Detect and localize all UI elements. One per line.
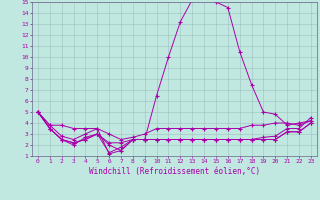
- X-axis label: Windchill (Refroidissement éolien,°C): Windchill (Refroidissement éolien,°C): [89, 167, 260, 176]
